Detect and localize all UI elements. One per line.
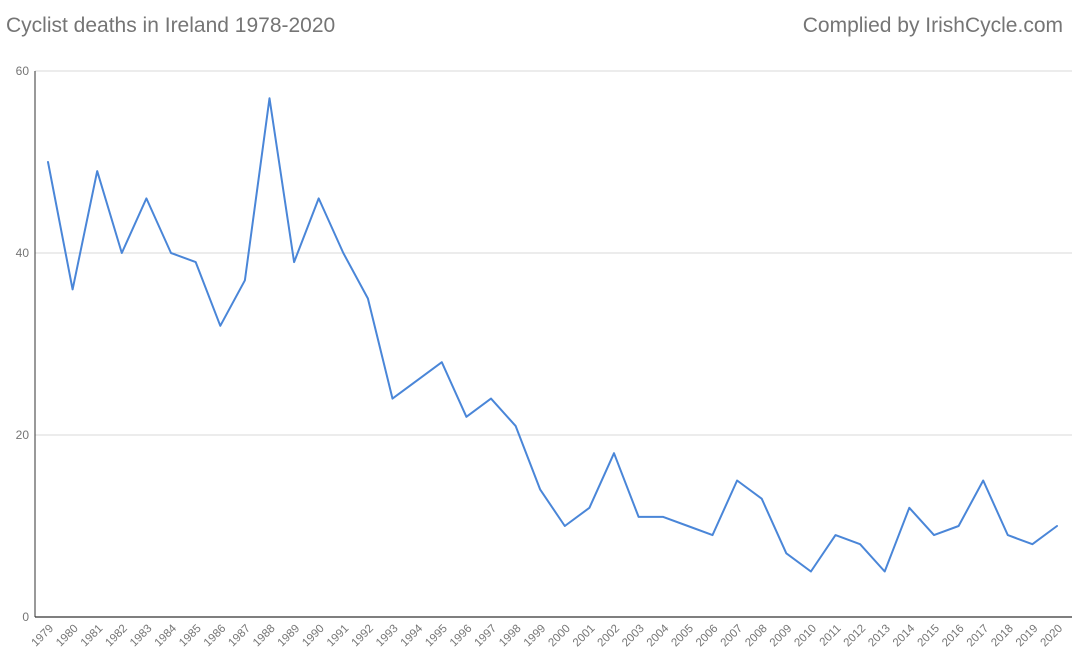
y-tick-labels: 0 20 40 60 <box>16 64 30 624</box>
data-point <box>366 297 370 301</box>
x-tick-label: 2020 <box>1039 623 1066 650</box>
x-tick-label: 2008 <box>743 623 770 650</box>
x-tick-label: 1993 <box>374 623 401 650</box>
x-tick-label: 1998 <box>497 623 524 650</box>
data-point <box>243 278 247 282</box>
data-point <box>809 570 813 574</box>
data-point <box>834 533 838 537</box>
data-point <box>612 451 616 455</box>
x-tick-label: 2019 <box>1014 623 1041 650</box>
series-layer <box>46 96 1059 574</box>
data-point <box>883 570 887 574</box>
x-tick-label: 1995 <box>423 623 450 650</box>
x-tick-label: 1991 <box>325 623 352 650</box>
data-point <box>464 415 468 419</box>
data-point <box>267 96 271 100</box>
x-tick-label: 1987 <box>226 623 253 650</box>
x-tick-label: 1989 <box>276 623 303 650</box>
x-tick-label: 2004 <box>645 622 672 649</box>
data-point <box>194 260 198 264</box>
x-tick-label: 2002 <box>596 623 623 650</box>
data-point <box>341 251 345 255</box>
x-tick-label: 1994 <box>399 622 426 649</box>
data-point <box>981 479 985 483</box>
x-tick-label: 2015 <box>915 623 942 650</box>
x-tick-label: 1983 <box>128 623 155 650</box>
x-tick-label: 1992 <box>349 623 376 650</box>
y-tick-label: 60 <box>16 64 30 78</box>
data-point <box>858 542 862 546</box>
chart-title: Cyclist deaths in Ireland 1978-2020 <box>6 14 336 37</box>
x-tick-label: 2018 <box>989 623 1016 650</box>
data-point <box>71 287 75 291</box>
x-tick-label: 1980 <box>54 623 81 650</box>
x-tick-label: 1984 <box>153 622 180 649</box>
data-point <box>218 324 222 328</box>
x-tick-label: 1990 <box>300 623 327 650</box>
data-point <box>489 397 493 401</box>
data-point <box>538 488 542 492</box>
data-point <box>391 397 395 401</box>
x-tick-label: 2011 <box>818 623 844 649</box>
data-point <box>957 524 961 528</box>
x-tick-label: 2012 <box>842 623 869 650</box>
data-point <box>1030 542 1034 546</box>
data-point <box>661 515 665 519</box>
data-point <box>144 196 148 200</box>
data-point <box>415 378 419 382</box>
data-point <box>710 533 714 537</box>
x-tick-label: 2005 <box>669 623 696 650</box>
data-point <box>95 169 99 173</box>
x-tick-label: 2000 <box>546 623 573 650</box>
data-point <box>784 551 788 555</box>
y-tick-label: 0 <box>22 610 29 624</box>
x-tick-label: 2017 <box>965 623 992 650</box>
y-tick-label: 40 <box>16 246 30 260</box>
x-tick-label: 1999 <box>522 623 549 650</box>
x-tick-label: 2010 <box>792 623 819 650</box>
data-point <box>907 506 911 510</box>
x-tick-label: 1996 <box>448 623 475 650</box>
x-tick-label: 2013 <box>866 623 893 650</box>
data-point <box>760 497 764 501</box>
x-tick-label: 1985 <box>177 623 204 650</box>
x-tick-label: 2016 <box>940 623 967 650</box>
x-tick-label: 1982 <box>103 623 130 650</box>
x-tick-label: 2003 <box>620 623 647 650</box>
x-tick-label: 2006 <box>694 623 721 650</box>
x-tick-label: 2014 <box>891 622 918 649</box>
data-point <box>686 524 690 528</box>
x-tick-label: 1981 <box>79 623 106 650</box>
data-point <box>317 196 321 200</box>
data-point <box>1006 533 1010 537</box>
data-point <box>1055 524 1059 528</box>
gridlines <box>35 70 1072 436</box>
x-tick-label: 1997 <box>473 623 500 650</box>
x-tick-label: 1979 <box>30 623 57 650</box>
data-point <box>169 251 173 255</box>
data-point <box>563 524 567 528</box>
x-tick-label: 1988 <box>251 623 278 650</box>
data-point <box>120 251 124 255</box>
data-point <box>637 515 641 519</box>
series-line <box>47 97 1058 573</box>
data-point <box>932 533 936 537</box>
data-point <box>735 479 739 483</box>
axes <box>34 71 1072 618</box>
chart-credit: Complied by IrishCycle.com <box>802 14 1063 37</box>
data-point <box>292 260 296 264</box>
y-tick-label: 20 <box>16 428 30 442</box>
data-point <box>587 506 591 510</box>
x-tick-label: 2007 <box>719 623 746 650</box>
data-point <box>514 424 518 428</box>
data-point <box>46 160 50 164</box>
x-tick-label: 2009 <box>768 623 795 650</box>
x-tick-label: 2001 <box>571 623 598 650</box>
x-tick-label: 1986 <box>202 623 229 650</box>
data-point <box>440 360 444 364</box>
x-tick-labels: 1979198019811982198319841985198619871988… <box>30 622 1066 649</box>
